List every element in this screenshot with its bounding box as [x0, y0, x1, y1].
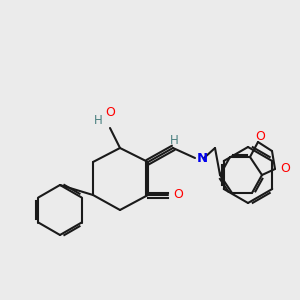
Text: O: O [173, 188, 183, 202]
Text: O: O [255, 130, 265, 142]
Text: H: H [94, 113, 102, 127]
Text: O: O [280, 163, 290, 176]
Text: H: H [169, 134, 178, 148]
Text: N: N [197, 152, 208, 164]
Text: O: O [105, 106, 115, 118]
